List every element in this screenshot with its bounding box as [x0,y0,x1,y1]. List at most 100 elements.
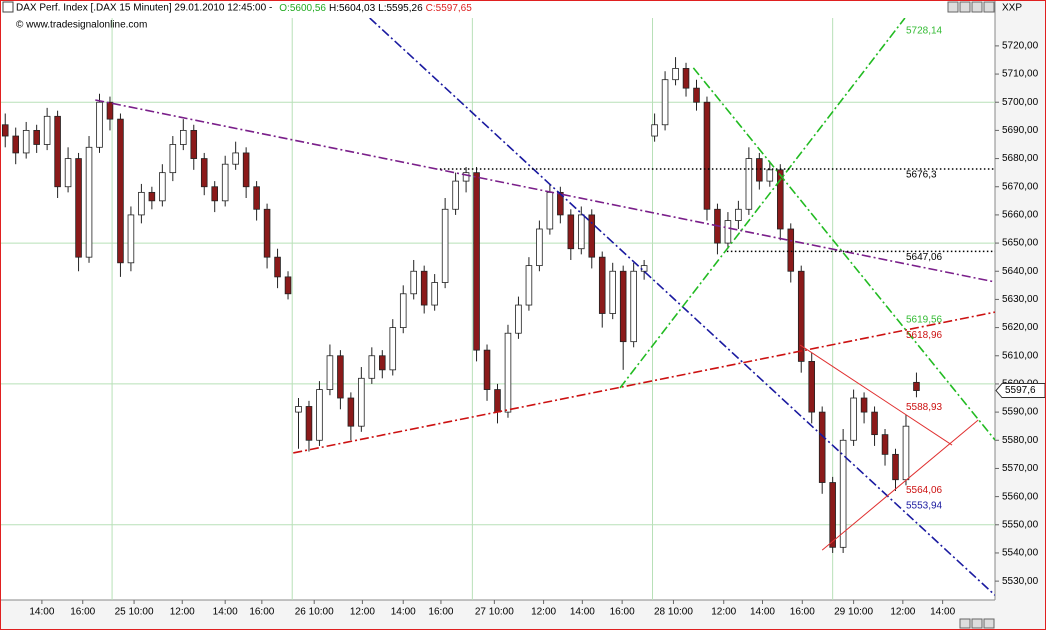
candle-body [410,270,417,295]
candle-body [745,158,753,210]
candle-body [881,434,889,455]
button[interactable] [947,1,959,13]
trendline [821,419,979,551]
y-tick-label: 5590,00 [1002,407,1039,418]
x-tick-label: 12:00 [711,607,736,618]
button[interactable] [959,1,971,13]
button[interactable] [983,1,995,13]
candle-body [316,389,323,441]
candle-body [169,144,177,174]
x-tick-label: 12:00 [890,607,915,618]
button[interactable] [959,618,971,629]
y-tick-label: 5710,00 [1002,69,1039,80]
candle-body [12,135,19,154]
y-tick-label: 5660,00 [1002,210,1039,221]
candle-body [818,411,826,483]
button[interactable] [971,618,983,629]
button[interactable] [983,618,995,629]
candle-body [536,228,543,267]
candle-body [473,172,480,351]
candle-body [808,360,815,413]
candle-body [253,186,260,210]
x-tick-label: 12:00 [350,607,375,618]
header-value: H:5604,03 [329,3,376,14]
candle-body [557,191,564,216]
candle-body [619,270,627,343]
header-value: L:5595,26 [378,3,423,14]
candle-body [420,270,428,306]
candle-body [43,115,51,145]
candle-body [180,129,187,145]
candle-body [661,79,669,126]
candle-body [735,208,742,221]
last-price-label: 5597,6 [1005,385,1036,396]
candle-body [1,124,9,137]
candle-body [117,118,124,264]
corner-label: XXP [1002,3,1022,14]
y-tick-label: 5630,00 [1002,294,1039,305]
x-tick-label: 14:00 [930,607,955,618]
y-tick-label: 5640,00 [1002,266,1039,277]
y-tick-label: 5550,00 [1002,519,1039,530]
candle-body [850,397,857,441]
trendline [692,67,995,441]
y-tick-label: 5570,00 [1002,463,1039,474]
window-buttons [947,1,995,13]
candle-body [138,191,145,216]
x-tick-label: 16:00 [249,607,274,618]
candle-body [672,68,679,81]
trendline [799,344,953,446]
y-tick-label: 5610,00 [1002,350,1039,361]
icon[interactable] [2,1,14,13]
header-value: O:5600,56 [279,3,326,14]
x-tick-label: 14:00 [29,607,54,618]
x-tick-label: 16:00 [610,607,635,618]
candle-body [766,169,774,182]
x-tick-label: 28 10:00 [654,607,693,618]
candle-body [787,228,795,272]
candle-body [127,214,135,264]
candle-body [33,129,40,145]
candle-body [337,355,344,399]
candle-body [305,406,313,441]
candle-body [242,152,250,188]
candle-body [578,214,585,250]
x-tick-label: 16:00 [790,607,815,618]
candle-body [211,186,218,202]
y-tick-label: 5700,00 [1002,97,1039,108]
candle-body [284,276,292,295]
candle-body [777,169,784,230]
candle-body [525,265,533,306]
candle-body [515,304,522,334]
x-tick-label: 12:00 [531,607,556,618]
candle-body [504,332,512,413]
candle-body [892,453,899,481]
x-tick-label: 25 10:00 [115,607,154,618]
candle-body [441,208,449,283]
candle-body [431,282,438,306]
candle-body [693,87,700,103]
candle-body [148,191,156,202]
chart-title: DAX Perf. Index [.DAX 15 Minuten] 29.01.… [16,3,272,14]
x-tick-label: 26 10:00 [295,607,334,618]
button[interactable] [971,1,983,13]
x-tick-label: 12:00 [170,607,195,618]
candle-body [860,397,868,413]
y-tick-label: 5670,00 [1002,181,1039,192]
price-annotation: 5553,94 [906,500,943,511]
candle-body [588,214,596,258]
candle-body [274,256,281,278]
candle-body [630,270,637,343]
y-tick-label: 5720,00 [1002,41,1039,52]
candle-body [221,163,229,202]
candle-body [389,327,397,371]
x-tick-label: 16:00 [70,607,95,618]
candle-body [200,158,208,188]
price-annotation: 5618,96 [906,330,943,341]
y-tick-label: 5540,00 [1002,548,1039,559]
candle-body [64,158,72,188]
candle-body [54,115,61,188]
